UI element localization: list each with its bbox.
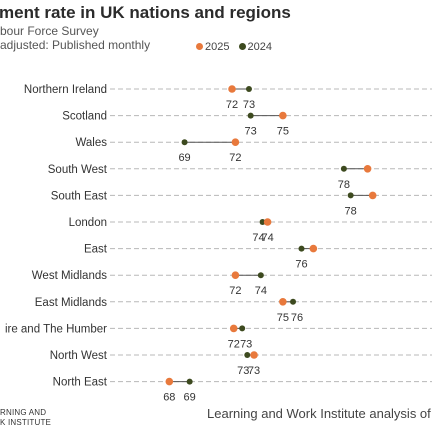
- chart-subtitle-adjustment: adjusted: Published monthly: [0, 38, 151, 52]
- chart-title: ment rate in UK nations and regions: [0, 3, 291, 22]
- point-2024-scotland: [247, 112, 254, 119]
- category-label-east: East: [84, 244, 108, 256]
- data-label-2025-wales: 72: [229, 152, 241, 164]
- data-label-2024-south-west: 78: [338, 179, 350, 191]
- legend: 2025 2024: [196, 41, 278, 53]
- legend-swatch-2024: [238, 43, 246, 50]
- data-label-2024-east-midlands: 76: [291, 312, 303, 324]
- data-label-2024-scotland: 73: [245, 126, 257, 138]
- legend-item-2025: 2025: [196, 41, 229, 53]
- category-label-east-midlands: East Midlands: [35, 297, 107, 309]
- point-2024-west-midlands: [257, 272, 264, 279]
- legend-swatch-2025: [196, 43, 203, 50]
- data-label-2024-east: 76: [295, 259, 307, 271]
- data-label-2024-ire-and-the-humber: 73: [240, 338, 252, 350]
- legend-label-2025: 2025: [205, 41, 230, 53]
- data-label-2025-north-west: 73: [248, 365, 260, 377]
- point-2024-north-east: [186, 378, 193, 385]
- logo-line-2: K INSTITUTE: [0, 418, 52, 427]
- institute-logo: RNING AND K INSTITUTE: [0, 408, 51, 428]
- point-2024-wales: [181, 139, 188, 146]
- category-label-south-east: South East: [51, 190, 108, 202]
- data-label-2024-northern-ireland: 73: [243, 99, 255, 111]
- point-2024-east-midlands: [290, 298, 297, 305]
- data-label-2025-london: 74: [261, 232, 273, 244]
- data-label-2024-north-east: 69: [184, 392, 196, 404]
- point-2025-north-east: [165, 377, 174, 386]
- category-label-wales: Wales: [75, 137, 107, 149]
- point-2025-london: [263, 218, 272, 226]
- data-label-low-north-east: 68: [163, 392, 175, 404]
- point-2024-london: [259, 219, 266, 225]
- data-label-2024-wales: 69: [178, 152, 190, 164]
- point-2025-scotland: [279, 111, 287, 120]
- point-2025-east-midlands: [279, 298, 287, 306]
- data-label-2025-east-midlands: 75: [277, 312, 289, 324]
- data-label-2024-south-east: 78: [345, 205, 357, 217]
- data-label-2024-london: 74: [252, 232, 264, 244]
- point-2025-wales: [231, 138, 240, 146]
- point-2024-south-east: [347, 192, 354, 199]
- category-label-scotland: Scotland: [62, 111, 107, 123]
- category-label-north-west: North West: [50, 350, 108, 362]
- data-label-2024-north-west: 73: [237, 365, 249, 377]
- category-label-west-midlands: West Midlands: [32, 270, 107, 282]
- point-2024-east: [298, 245, 305, 252]
- data-label-2025-ire-and-the-humber: 72: [228, 338, 240, 350]
- chart-subtitle-source: bour Force Survey: [0, 24, 99, 38]
- point-2024-north-west: [244, 352, 251, 358]
- logo-line-1: RNING AND: [0, 408, 47, 417]
- category-label-ire-and-the-humber: ire and The Humber: [5, 323, 107, 335]
- legend-label-2024: 2024: [247, 41, 273, 53]
- source-note: Learning and Work Institute analysis of: [207, 406, 431, 421]
- point-2025-northern-ireland: [228, 85, 236, 93]
- point-2025-north-west: [250, 351, 258, 359]
- category-label-london: London: [69, 217, 107, 229]
- data-label-2024-west-midlands: 74: [255, 285, 267, 297]
- point-2025-west-midlands: [231, 271, 240, 280]
- data-label-2025-northern-ireland: 72: [226, 99, 238, 111]
- data-label-2025-west-midlands: 72: [229, 285, 241, 297]
- category-label-north-east: North East: [53, 377, 108, 389]
- point-2025-south-west: [363, 165, 372, 173]
- data-label-2025-scotland: 75: [277, 126, 289, 138]
- legend-item-2024: 2024: [238, 41, 273, 53]
- category-label-south-west: South West: [48, 164, 108, 176]
- point-2024-ire-and-the-humber: [239, 325, 246, 332]
- category-label-northern-ireland: Northern Ireland: [24, 84, 107, 96]
- point-2025-ire-and-the-humber: [229, 324, 238, 333]
- point-2025-east: [309, 244, 318, 253]
- point-2025-south-east: [368, 191, 377, 200]
- point-2024-south-west: [340, 165, 347, 172]
- point-2024-northern-ireland: [245, 86, 252, 92]
